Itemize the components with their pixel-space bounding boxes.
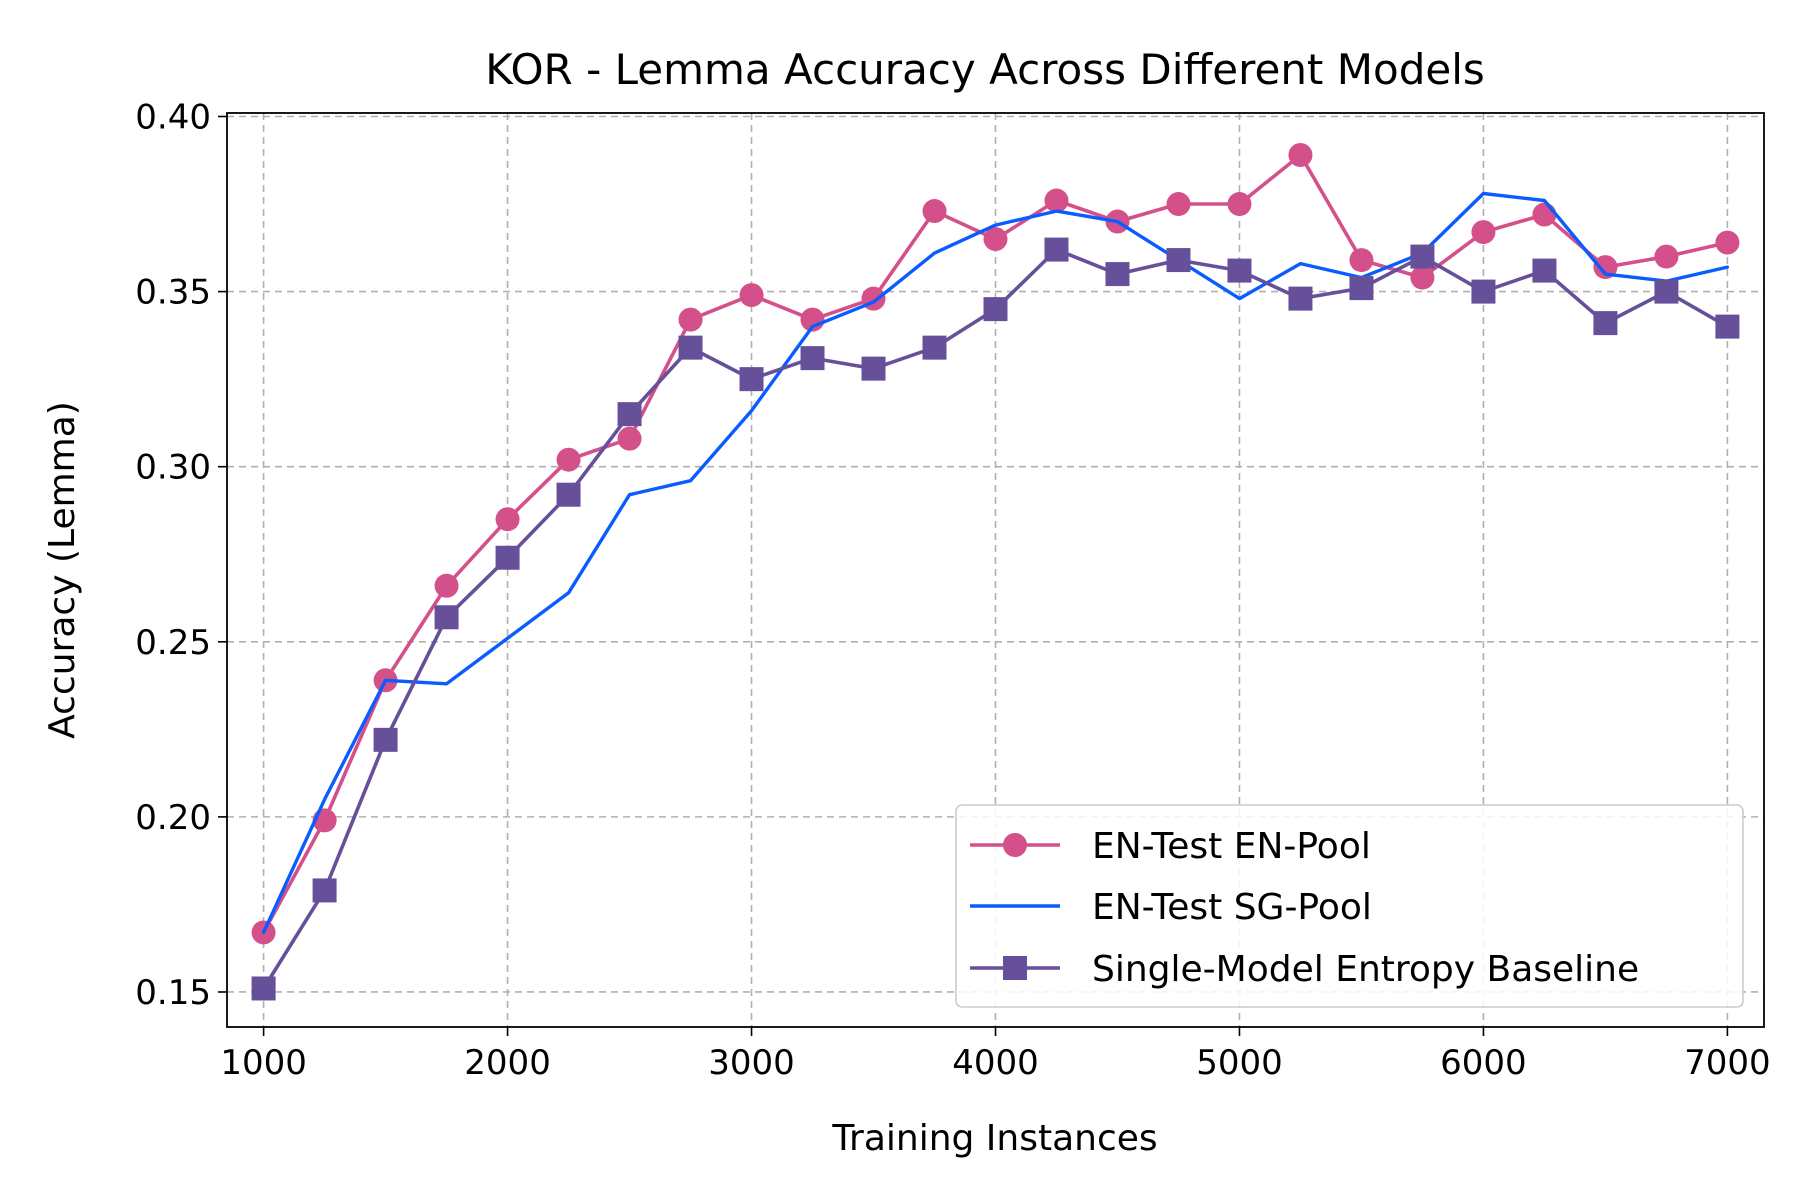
series-3-point bbox=[373, 727, 398, 752]
legend-label-1: EN-Test EN-Pool bbox=[1092, 826, 1371, 867]
series-3-point bbox=[1166, 248, 1191, 273]
series-line-2 bbox=[261, 191, 1730, 935]
x-tick-label: 1000 bbox=[220, 1043, 307, 1083]
series-1-point bbox=[434, 573, 459, 598]
y-tick-label: 0.15 bbox=[135, 973, 211, 1013]
series-1-point bbox=[1532, 202, 1557, 227]
series-3-point bbox=[922, 335, 947, 360]
series-3-point bbox=[1532, 258, 1557, 283]
series-3-point bbox=[1715, 314, 1740, 339]
y-tick-label: 0.25 bbox=[135, 623, 211, 663]
series-3-point bbox=[1105, 262, 1130, 287]
series-3-point bbox=[678, 335, 703, 360]
series-3-point bbox=[1410, 244, 1435, 269]
series-1-point bbox=[739, 283, 764, 308]
tick-layer: 1000 2000 3000 4000 5000 6000 7000 0.15 0.20 0.25… bbox=[135, 98, 1770, 1083]
series-3-point bbox=[434, 605, 459, 630]
series-1-point bbox=[495, 507, 520, 532]
series-3-point bbox=[251, 976, 276, 1001]
series-1-point bbox=[1715, 230, 1740, 255]
series-3-point bbox=[495, 545, 520, 570]
x-axis-label: Training Instances bbox=[831, 1118, 1157, 1159]
series-3-point bbox=[1227, 258, 1252, 283]
series-1-point bbox=[1654, 244, 1679, 269]
series-3-point bbox=[556, 482, 581, 507]
legend-marker-1 bbox=[1003, 833, 1027, 857]
series-3-point bbox=[1471, 279, 1496, 304]
legend: EN-Test EN-Pool EN-Test SG-Pool Single-Mod… bbox=[955, 804, 1744, 1008]
series-1-point bbox=[1044, 188, 1069, 213]
x-tick-label: 2000 bbox=[464, 1043, 551, 1083]
series-1-point bbox=[1166, 192, 1191, 217]
series-1-point bbox=[1349, 248, 1374, 273]
series-1-point bbox=[617, 426, 642, 451]
x-tick-label: 3000 bbox=[708, 1043, 795, 1083]
series-3-point bbox=[312, 878, 337, 903]
series-1-point bbox=[1288, 143, 1313, 168]
series-3-point bbox=[983, 297, 1008, 322]
series-1-point bbox=[983, 227, 1008, 252]
x-tick-label: 7000 bbox=[1684, 1043, 1771, 1083]
series-1-point bbox=[556, 447, 581, 472]
series-1-point bbox=[1410, 265, 1435, 290]
y-tick-label: 0.20 bbox=[135, 798, 211, 838]
x-tick-label: 5000 bbox=[1196, 1043, 1283, 1083]
x-tick-label: 4000 bbox=[952, 1043, 1039, 1083]
y-tick-label: 0.30 bbox=[135, 448, 211, 488]
series-3-point bbox=[1654, 279, 1679, 304]
legend-box bbox=[955, 804, 1744, 1008]
x-tick-label: 6000 bbox=[1440, 1043, 1527, 1083]
legend-label-2: EN-Test SG-Pool bbox=[1092, 887, 1372, 928]
series-3-point bbox=[1288, 286, 1313, 311]
series-1-point bbox=[1227, 192, 1252, 217]
y-tick-label: 0.40 bbox=[135, 98, 211, 138]
series-3-point bbox=[861, 356, 886, 381]
series-3-point bbox=[1349, 276, 1374, 301]
chart-title: KOR - Lemma Accuracy Across Different Mo… bbox=[485, 45, 1485, 94]
series-1-point bbox=[678, 307, 703, 332]
series-3-point bbox=[617, 402, 642, 427]
series-layer bbox=[251, 143, 1740, 1001]
legend-label-3: Single-Model Entropy Baseline bbox=[1092, 949, 1639, 990]
y-tick-label: 0.35 bbox=[135, 273, 211, 313]
series-3-point bbox=[1044, 237, 1069, 262]
series-3-point bbox=[1593, 311, 1618, 336]
series-1-point bbox=[1471, 220, 1496, 245]
legend-marker-3 bbox=[1003, 956, 1027, 980]
series-1-point bbox=[922, 199, 947, 224]
series-3-point bbox=[739, 367, 764, 392]
series-3-point bbox=[800, 346, 825, 371]
y-axis-label: Accuracy (Lemma) bbox=[42, 401, 83, 739]
